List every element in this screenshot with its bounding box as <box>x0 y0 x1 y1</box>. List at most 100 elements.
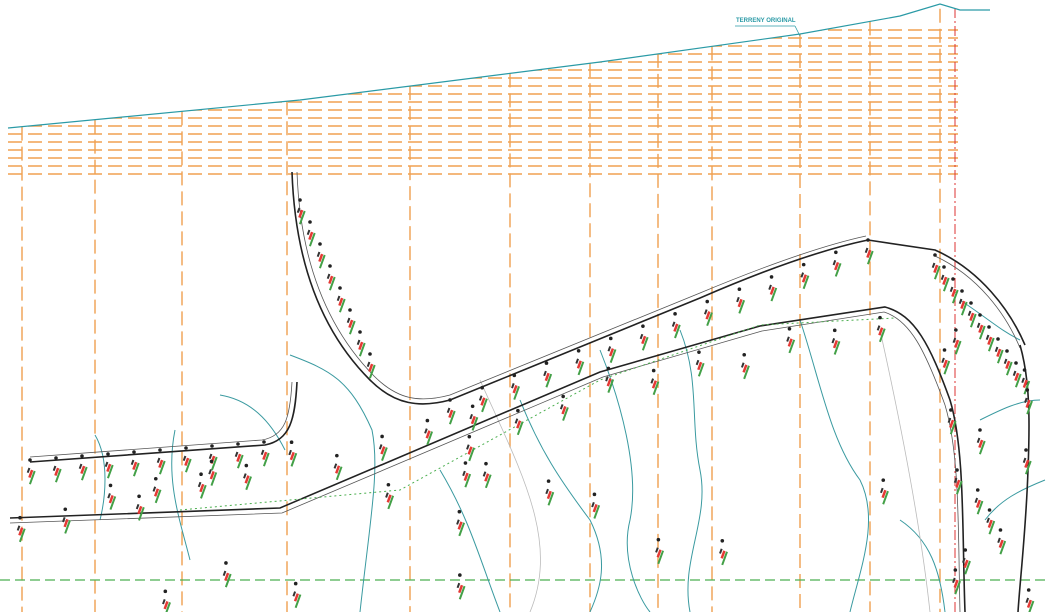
label-dark <box>296 207 301 214</box>
label-red <box>348 319 354 329</box>
station-dot <box>576 348 581 353</box>
label-red <box>448 409 454 419</box>
station-dot <box>467 434 472 439</box>
label-dark <box>952 577 956 584</box>
station-dot <box>209 459 214 464</box>
station-dot <box>955 468 959 472</box>
label-dark <box>876 325 881 331</box>
label-dark <box>800 272 805 278</box>
label-red <box>335 465 341 474</box>
station-dot <box>457 509 462 514</box>
label-red <box>184 457 190 467</box>
station-label <box>208 469 218 486</box>
station-dot <box>244 463 249 468</box>
station-dot <box>546 479 551 483</box>
label-green <box>996 349 1004 364</box>
label-red <box>338 297 344 307</box>
station-dot <box>641 324 645 328</box>
station-label <box>1025 597 1035 612</box>
station-label <box>976 322 986 340</box>
station-dot <box>697 350 701 354</box>
label-green <box>224 573 232 588</box>
station-dot <box>705 299 710 304</box>
station-label <box>832 259 842 277</box>
label-dark <box>559 404 564 410</box>
station-dot <box>289 440 294 444</box>
label-dark <box>952 337 957 344</box>
label-red <box>63 518 69 528</box>
station-dot <box>262 440 266 444</box>
label-green <box>132 462 140 477</box>
station-label <box>997 537 1007 555</box>
label-green <box>290 452 298 467</box>
label-green <box>448 410 456 425</box>
station-dot <box>673 312 677 316</box>
vertical-grid <box>21 8 941 612</box>
label-dark <box>953 477 958 484</box>
label-red <box>878 327 884 336</box>
label-dark <box>703 309 708 315</box>
label-red <box>832 339 839 349</box>
label-green <box>969 313 977 328</box>
station-label <box>559 404 569 421</box>
label-dark <box>152 486 157 492</box>
station-label <box>16 525 26 543</box>
label-green <box>770 287 778 302</box>
label-green <box>657 550 665 565</box>
label-red <box>742 364 748 373</box>
label-dark <box>366 361 371 368</box>
label-green <box>609 349 617 363</box>
label-dark <box>78 463 83 470</box>
station-dot <box>348 308 352 312</box>
station-label <box>346 317 356 335</box>
station-dot <box>866 238 870 242</box>
station-label <box>78 463 88 481</box>
label-dark <box>456 582 461 589</box>
label-red <box>1025 399 1031 409</box>
station-label <box>985 334 995 352</box>
station-dot <box>132 450 136 454</box>
station-label <box>366 361 376 379</box>
station-dot <box>106 452 110 456</box>
station-dot <box>298 198 302 202</box>
label-dark <box>949 286 954 293</box>
label-dark <box>511 383 515 389</box>
station-dot <box>80 454 84 458</box>
label-dark <box>605 376 609 382</box>
label-green <box>458 585 466 600</box>
station-dot <box>834 250 838 255</box>
label-red <box>955 479 961 489</box>
station-dot <box>942 348 947 352</box>
label-dark <box>591 501 595 508</box>
label-red <box>673 323 679 332</box>
label-dark <box>243 473 247 479</box>
label-green <box>54 468 62 483</box>
station-label <box>456 582 466 600</box>
label-dark <box>1021 377 1025 384</box>
station-dot <box>1024 448 1028 452</box>
station-dot <box>368 352 372 356</box>
label-red <box>463 472 469 482</box>
label-green <box>308 232 316 247</box>
station-dot <box>787 326 792 331</box>
label-green <box>960 301 968 316</box>
label-dark <box>695 359 700 366</box>
label-green <box>978 440 986 455</box>
label-dark <box>994 346 999 353</box>
label-dark <box>424 428 428 434</box>
label-dark <box>740 362 745 368</box>
label-red <box>425 430 431 439</box>
station-label <box>949 286 959 304</box>
label-red <box>236 453 242 463</box>
label-red <box>224 572 230 581</box>
label-dark <box>469 413 473 420</box>
label-green <box>545 373 553 388</box>
label-red <box>480 397 486 406</box>
label-green <box>318 254 326 269</box>
label-red <box>516 420 522 429</box>
station-label <box>424 428 434 446</box>
station-dot <box>1025 388 1030 392</box>
station-label <box>650 378 660 396</box>
station-dot <box>606 366 611 371</box>
label-green <box>348 320 356 335</box>
